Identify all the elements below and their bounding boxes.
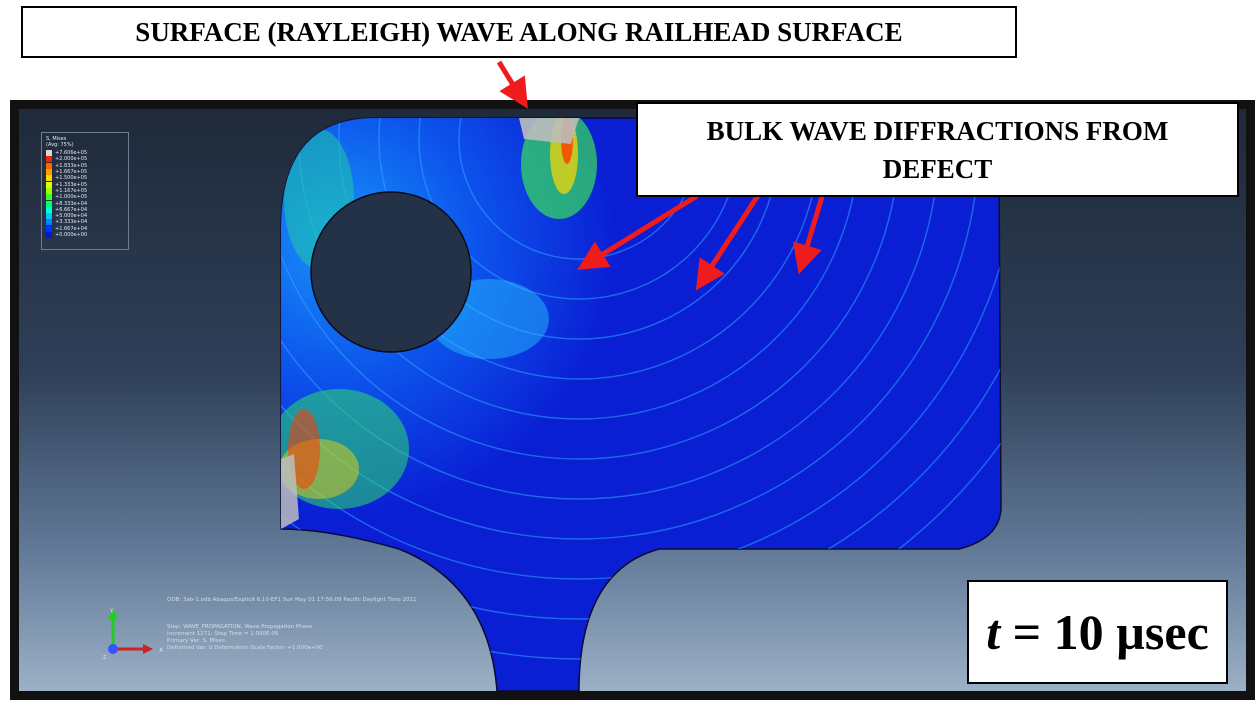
x-axis-arrowhead bbox=[143, 644, 153, 654]
legend-swatch bbox=[46, 213, 52, 220]
legend-swatch bbox=[46, 150, 52, 157]
legend-value: +0.000e+00 bbox=[55, 232, 88, 238]
legend-subtitle: (Avg: 75%) bbox=[46, 142, 74, 148]
y-axis-arrowhead bbox=[108, 609, 118, 619]
legend-swatch bbox=[46, 194, 52, 201]
legend-row: +1.333e+05 bbox=[46, 181, 88, 188]
step-line: Step: WAVE_PROPAGATION, Wave Propagation… bbox=[167, 624, 313, 630]
z-axis-dot bbox=[108, 644, 118, 654]
legend-row: +8.333e+04 bbox=[46, 200, 88, 207]
legend-row: +7.606e+05 bbox=[46, 150, 88, 157]
legend-row: +1.833e+05 bbox=[46, 162, 88, 169]
legend-swatch bbox=[46, 200, 52, 207]
time-symbol: t bbox=[986, 604, 1001, 660]
legend-row: +1.000e+05 bbox=[46, 194, 88, 201]
stress-legend: S, Mises (Avg: 75%) +7.606e+05 +2.000e+05… bbox=[41, 132, 129, 250]
legend-row: +0.000e+00 bbox=[46, 232, 87, 238]
legend-value: +7.606e+05 bbox=[55, 150, 88, 157]
legend-value: +1.333e+05 bbox=[55, 181, 88, 188]
legend-value: +1.000e+05 bbox=[55, 194, 88, 201]
surface-wave-arrow bbox=[496, 60, 528, 109]
bulk-wave-callout: BULK WAVE DIFFRACTIONS FROM DEFECT bbox=[636, 102, 1239, 197]
legend-title: S, Mises bbox=[46, 136, 67, 142]
legend-value: +2.000e+05 bbox=[55, 156, 88, 163]
triad-y-label: Y bbox=[109, 608, 114, 615]
legend-swatch bbox=[46, 219, 52, 226]
bolt-hole bbox=[310, 191, 472, 353]
bulk-wave-callout-line1: BULK WAVE DIFFRACTIONS FROM bbox=[706, 116, 1169, 146]
surface-wave-callout: SURFACE (RAYLEIGH) WAVE ALONG RAILHEAD S… bbox=[21, 6, 1017, 58]
legend-scale: +7.606e+05 +2.000e+05 +1.833e+05 +1.667e+05… bbox=[46, 150, 87, 238]
primary-var-line: Primary Var: S, Mises bbox=[167, 638, 225, 644]
legend-value: +1.667e+05 bbox=[55, 169, 88, 176]
legend-swatch bbox=[46, 169, 52, 176]
legend-swatch bbox=[46, 206, 52, 213]
time-callout: t = 10 µsec bbox=[967, 580, 1228, 684]
legend-swatch bbox=[46, 162, 52, 169]
triad-x-label: X bbox=[159, 647, 163, 654]
axis-triad: Y X Z bbox=[103, 608, 163, 661]
legend-swatch bbox=[46, 181, 52, 188]
legend-row: +1.167e+05 bbox=[46, 187, 88, 194]
legend-swatch bbox=[46, 175, 52, 182]
legend-row: +6.667e+04 bbox=[46, 206, 88, 213]
legend-value: +1.500e+05 bbox=[55, 175, 88, 182]
legend-swatch bbox=[46, 225, 52, 232]
legend-row: +2.000e+05 bbox=[46, 156, 88, 163]
legend-swatch bbox=[46, 156, 52, 163]
legend-value: +5.000e+04 bbox=[55, 213, 88, 220]
legend-value: +1.667e+04 bbox=[55, 225, 88, 232]
legend-row: +5.000e+04 bbox=[46, 213, 88, 220]
legend-row: +1.667e+05 bbox=[46, 169, 88, 176]
time-value: = 10 µsec bbox=[1012, 604, 1209, 660]
legend-row: +3.333e+04 bbox=[46, 219, 88, 226]
increment-line: Increment 1271: Step Time = 1.000E-05 bbox=[167, 631, 279, 637]
legend-row: +1.667e+04 bbox=[46, 225, 88, 232]
bulk-arrow-1 bbox=[577, 193, 699, 270]
legend-value: +1.833e+05 bbox=[55, 162, 88, 169]
legend-value: +6.667e+04 bbox=[55, 206, 88, 213]
legend-row: +1.500e+05 bbox=[46, 175, 88, 182]
step-info-block: Step: WAVE_PROPAGATION, Wave Propagation… bbox=[167, 624, 323, 652]
bulk-wave-callout-line2: DEFECT bbox=[882, 154, 993, 184]
legend-value: +8.333e+04 bbox=[55, 200, 88, 207]
odb-info-line: ODB: 3ab-1.odb Abaqus/Explicit 6.10-EF1 … bbox=[167, 597, 417, 603]
legend-swatch bbox=[46, 232, 52, 238]
legend-value: +3.333e+04 bbox=[55, 219, 88, 226]
triad-z-label: Z bbox=[103, 655, 107, 661]
legend-value: +1.167e+05 bbox=[55, 187, 88, 194]
legend-swatch bbox=[46, 187, 52, 194]
deformed-var-line: Deformed Var: U Deformation Scale Factor… bbox=[167, 645, 323, 651]
